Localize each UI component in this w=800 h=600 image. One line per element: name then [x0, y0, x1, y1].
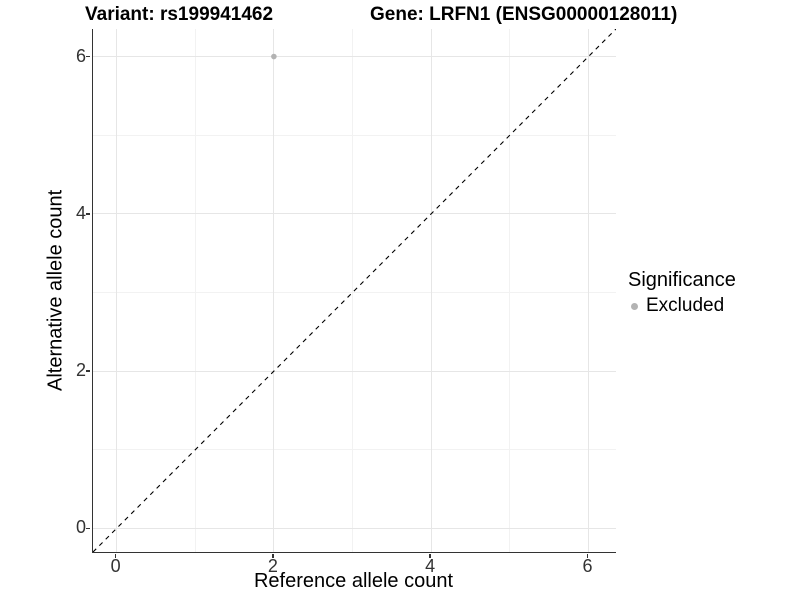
y-tick-label: 2	[75, 360, 86, 381]
grid-line-major-y	[93, 527, 616, 529]
y-tick-label: 0	[75, 517, 86, 538]
x-tick-mark	[114, 553, 117, 559]
x-tick-label: 4	[425, 556, 436, 576]
grid-line-major-x	[273, 29, 275, 552]
y-tick-label: 6	[75, 45, 86, 66]
plot-panel	[92, 29, 616, 553]
grid-line-minor-y	[93, 134, 616, 136]
y-axis-title: Alternative allele count	[44, 189, 67, 392]
legend-title: Significance	[628, 269, 736, 291]
grid-line-minor-x	[194, 29, 196, 552]
data-point	[271, 53, 277, 60]
y-tick-mark	[85, 55, 91, 58]
y-tick-mark	[85, 213, 91, 215]
grid-line-minor-x	[352, 29, 354, 552]
legend-key-dot	[631, 302, 638, 310]
plot-title-variant: Variant: rs199941462	[85, 4, 274, 25]
grid-line-minor-y	[93, 291, 616, 293]
grid-line-minor-y	[93, 449, 616, 451]
x-tick-label: 2	[267, 556, 278, 576]
legend-entry-label: Excluded	[646, 295, 725, 316]
x-tick-mark	[586, 553, 589, 559]
x-tick-label: 6	[582, 556, 593, 576]
x-axis-title: Reference allele count	[253, 570, 453, 592]
plot-layer	[93, 29, 616, 552]
diagonal-reference-line	[93, 29, 616, 552]
y-tick-label: 4	[75, 202, 86, 223]
grid-line-minor-x	[509, 29, 511, 552]
x-tick-mark	[429, 553, 431, 559]
y-tick-mark	[85, 527, 91, 530]
x-tick-label: 0	[110, 556, 121, 576]
plot-title-gene: Gene: LRFN1 (ENSG00000128011)	[370, 4, 678, 25]
legend: Significance Excluded	[628, 269, 736, 317]
grid-line-major-y	[93, 213, 616, 215]
x-tick-mark	[272, 553, 274, 559]
grid-line-major-x	[430, 29, 432, 552]
grid-line-major-x	[587, 29, 590, 552]
grid-line-major-x	[115, 29, 118, 552]
grid-line-major-y	[93, 55, 616, 58]
grid-line-major-y	[93, 370, 616, 372]
legend-entries: Excluded	[628, 295, 736, 317]
legend-entry: Excluded	[628, 295, 736, 317]
y-tick-mark	[85, 370, 91, 372]
